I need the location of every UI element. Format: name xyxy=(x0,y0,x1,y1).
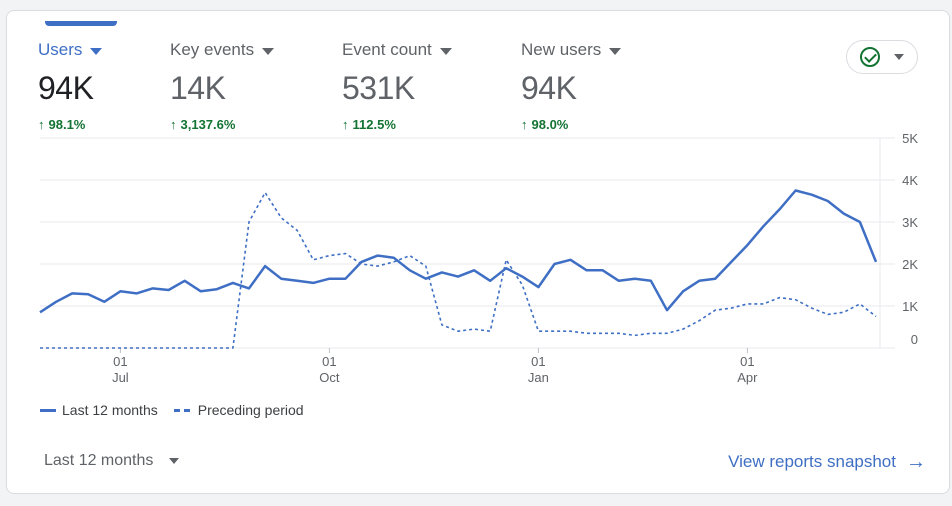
x-tick-day: 01 xyxy=(322,354,336,369)
caret-down-icon xyxy=(90,47,103,55)
arrow-up-icon: ↑ xyxy=(38,117,45,132)
metric-users-change: ↑ 98.1% xyxy=(38,117,102,132)
metric-key-events-value: 14K xyxy=(170,70,226,106)
caret-down-icon xyxy=(262,47,275,55)
overview-card xyxy=(6,10,950,494)
chart-legend: Last 12 months Preceding period xyxy=(40,402,304,418)
legend-current-label: Last 12 months xyxy=(62,402,158,418)
view-reports-snapshot-link[interactable]: View reports snapshot → xyxy=(728,452,926,472)
metric-event-count[interactable]: Event count 531K ↑ 112.5% xyxy=(342,40,452,132)
x-tick-month: Jul xyxy=(112,370,129,385)
metric-key-events[interactable]: Key events 14K ↑ 3,137.6% xyxy=(170,40,275,132)
metric-event-count-label-text: Event count xyxy=(342,40,432,59)
x-tick-day: 01 xyxy=(531,354,545,369)
metric-users-label-text: Users xyxy=(38,40,83,59)
metric-users-value: 94K xyxy=(38,70,94,106)
y-tick-label: 2K xyxy=(902,257,918,272)
series-line-preceding-period xyxy=(40,191,877,349)
metric-new-users-value: 94K xyxy=(521,70,577,106)
arrow-right-icon: → xyxy=(906,451,926,473)
legend-item-current: Last 12 months xyxy=(40,402,158,418)
caret-down-icon xyxy=(609,47,622,55)
y-tick-label: 4K xyxy=(902,173,918,188)
metric-event-count-change-text: 112.5% xyxy=(352,117,396,132)
chart-gridlines xyxy=(40,137,895,349)
date-range-selector[interactable]: Last 12 months xyxy=(44,452,180,470)
legend-item-preceding: Preceding period xyxy=(173,402,304,418)
metric-key-events-label[interactable]: Key events xyxy=(170,40,275,60)
y-tick-label: 3K xyxy=(902,215,918,230)
chart-series xyxy=(39,189,878,349)
metric-new-users-label-text: New users xyxy=(521,40,602,59)
x-tick-day: 01 xyxy=(740,354,754,369)
y-tick-label: 5K xyxy=(902,131,918,146)
metric-new-users-label[interactable]: New users xyxy=(521,40,622,60)
metric-new-users-change-text: 98.0% xyxy=(531,117,569,132)
metric-users-label[interactable]: Users xyxy=(38,40,103,60)
series-line-last-12-months xyxy=(39,189,878,314)
legend-dashed-swatch xyxy=(173,408,192,412)
metric-new-users-change: ↑ 98.0% xyxy=(521,117,621,132)
x-tick-month: Oct xyxy=(319,370,340,385)
metric-new-users[interactable]: New users 94K ↑ 98.0% xyxy=(521,40,622,132)
y-axis-ticks: 0 1K 2K 3K 4K 5K xyxy=(902,131,918,347)
date-range-label: Last 12 months xyxy=(44,452,154,469)
caret-down-icon xyxy=(894,54,904,60)
snapshot-link-label: View reports snapshot xyxy=(728,452,896,471)
active-tab-indicator xyxy=(45,21,117,26)
x-tick-month: Apr xyxy=(737,370,758,385)
legend-solid-swatch xyxy=(40,408,56,412)
legend-preceding-label: Preceding period xyxy=(197,402,304,418)
metric-users[interactable]: Users 94K ↑ 98.1% xyxy=(38,40,103,132)
x-tick-day: 01 xyxy=(113,354,127,369)
arrow-up-icon: ↑ xyxy=(170,117,177,132)
metric-key-events-change-text: 3,137.6% xyxy=(180,117,236,132)
metric-event-count-label[interactable]: Event count xyxy=(342,40,452,60)
metric-key-events-label-text: Key events xyxy=(170,40,255,59)
metric-event-count-value: 531K xyxy=(342,70,415,106)
check-circle-icon xyxy=(860,47,880,67)
caret-down-icon xyxy=(439,47,452,55)
arrow-up-icon: ↑ xyxy=(342,117,349,132)
arrow-up-icon: ↑ xyxy=(521,117,528,132)
x-tick-month: Jan xyxy=(528,370,549,385)
metric-key-events-change: ↑ 3,137.6% xyxy=(170,117,274,132)
data-quality-status-button[interactable] xyxy=(846,40,918,74)
y-tick-label: 1K xyxy=(902,299,918,314)
caret-down-icon xyxy=(169,458,180,464)
y-tick-label: 0 xyxy=(911,332,918,347)
metric-event-count-change: ↑ 112.5% xyxy=(342,117,452,132)
metric-users-change-text: 98.1% xyxy=(48,117,86,132)
